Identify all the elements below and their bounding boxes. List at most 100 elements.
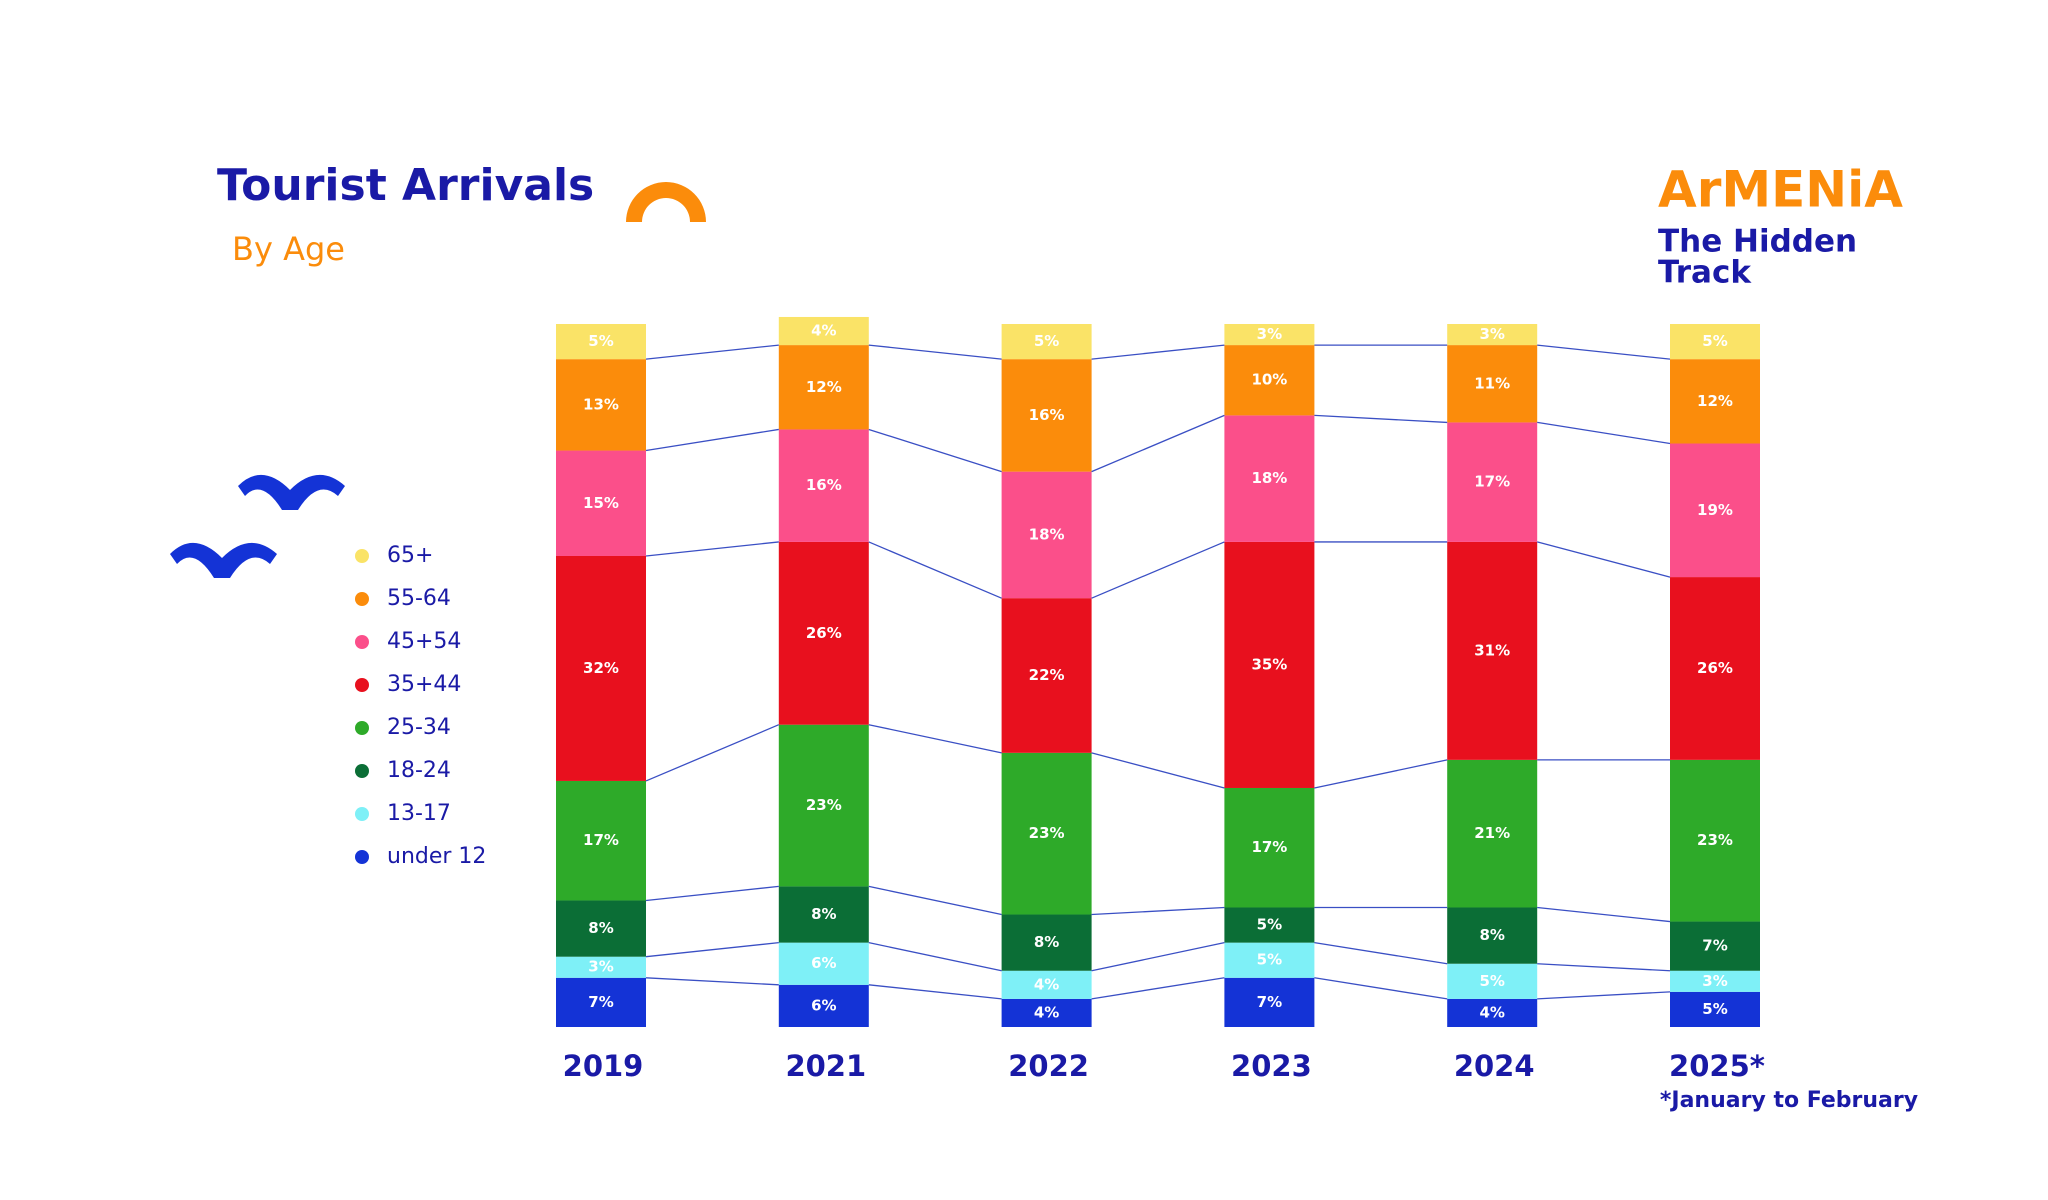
connector-line bbox=[1537, 541, 1671, 578]
connector-line bbox=[868, 984, 1002, 1000]
bar-segment bbox=[1447, 907, 1538, 964]
value-label: 4% bbox=[1034, 975, 1059, 993]
bar-segment bbox=[1001, 359, 1092, 472]
value-label: 8% bbox=[1479, 926, 1504, 944]
bar-segment bbox=[1670, 991, 1760, 1027]
legend-marker bbox=[355, 850, 369, 864]
x-tick-label: 2024 bbox=[1454, 1049, 1535, 1083]
decoration-bird bbox=[170, 542, 277, 578]
connector-line bbox=[1091, 344, 1225, 360]
chart-title: Tourist Arrivals bbox=[217, 160, 594, 211]
value-label: 7% bbox=[1257, 993, 1282, 1011]
bar-segment bbox=[1224, 324, 1315, 346]
value-label: 12% bbox=[806, 378, 842, 396]
connector-line bbox=[645, 941, 779, 958]
connector-line bbox=[868, 724, 1002, 754]
value-label: 23% bbox=[1029, 824, 1065, 842]
bar-segment bbox=[1224, 907, 1315, 943]
x-tick-label: 2022 bbox=[1008, 1049, 1089, 1083]
legend-marker bbox=[355, 721, 369, 735]
connector-line bbox=[868, 344, 1002, 360]
connector-line bbox=[1091, 906, 1225, 916]
legend-label: 25-34 bbox=[387, 715, 451, 740]
value-label: 5% bbox=[1702, 1000, 1727, 1018]
bar-segment bbox=[1001, 970, 1092, 999]
legend-label: 45+54 bbox=[387, 629, 461, 654]
bar-segment bbox=[556, 956, 646, 978]
connector-line bbox=[868, 885, 1002, 916]
bar-segment bbox=[1001, 914, 1092, 971]
value-label: 4% bbox=[1479, 1003, 1504, 1021]
bar-segment bbox=[1224, 541, 1315, 788]
connector-line bbox=[1314, 941, 1448, 965]
x-tick-label: 2025* bbox=[1669, 1049, 1765, 1083]
bar-segment bbox=[556, 450, 646, 556]
chart-subtitle: By Age bbox=[232, 230, 345, 268]
bar-segment bbox=[556, 900, 646, 957]
bar-segment bbox=[1447, 345, 1538, 423]
decoration-arc bbox=[626, 182, 706, 222]
value-label: 26% bbox=[806, 624, 842, 642]
legend-marker bbox=[355, 592, 369, 606]
connector-line bbox=[868, 428, 1002, 473]
value-label: 8% bbox=[811, 905, 836, 923]
value-label: 21% bbox=[1474, 824, 1510, 842]
value-label: 19% bbox=[1697, 501, 1733, 519]
bar-segment bbox=[1670, 970, 1760, 992]
connector-line bbox=[1091, 942, 1225, 972]
value-label: 7% bbox=[1702, 937, 1727, 955]
connector-line bbox=[1537, 991, 1671, 1000]
bar-segment bbox=[1670, 577, 1760, 760]
connector-line bbox=[645, 977, 779, 986]
legend-marker bbox=[355, 807, 369, 821]
x-tick-label: 2019 bbox=[563, 1049, 644, 1083]
connector-line bbox=[1091, 977, 1225, 1000]
value-label: 31% bbox=[1474, 641, 1510, 659]
value-label: 5% bbox=[1257, 916, 1282, 934]
value-label: 6% bbox=[811, 996, 836, 1014]
value-label: 23% bbox=[806, 796, 842, 814]
bar-segment bbox=[778, 724, 869, 887]
value-label: 4% bbox=[811, 322, 836, 340]
value-label: 18% bbox=[1029, 525, 1065, 543]
value-label: 3% bbox=[1479, 325, 1504, 343]
connector-line bbox=[1314, 977, 1448, 1000]
connector-line bbox=[1537, 963, 1671, 972]
value-label: 16% bbox=[1029, 406, 1065, 424]
bar-segment bbox=[1224, 415, 1315, 542]
value-label: 7% bbox=[588, 993, 613, 1011]
x-tick-label: 2021 bbox=[785, 1049, 866, 1083]
value-label: 32% bbox=[583, 659, 619, 677]
legend-marker bbox=[355, 678, 369, 692]
connector-line bbox=[645, 428, 779, 452]
connector-line bbox=[1091, 541, 1225, 599]
value-label: 5% bbox=[588, 332, 613, 350]
bar-segment bbox=[1447, 963, 1538, 999]
connector-line bbox=[1537, 421, 1671, 445]
value-label: 3% bbox=[1257, 325, 1282, 343]
bar-segment bbox=[1224, 942, 1315, 978]
connector-line bbox=[1537, 906, 1671, 923]
connector-line bbox=[1537, 344, 1671, 360]
brand-tagline: The Hidden bbox=[1658, 224, 1857, 260]
value-label: 17% bbox=[583, 831, 619, 849]
value-label: 4% bbox=[1034, 1003, 1059, 1021]
connector-line bbox=[645, 541, 779, 557]
value-label: 12% bbox=[1697, 392, 1733, 410]
brand-tagline: Track bbox=[1658, 255, 1752, 291]
connector-line bbox=[645, 344, 779, 360]
value-label: 10% bbox=[1251, 371, 1287, 389]
brand-name: ArMENiA bbox=[1658, 161, 1903, 219]
connector-line bbox=[868, 541, 1002, 599]
connector-line bbox=[1091, 752, 1225, 789]
value-label: 3% bbox=[588, 958, 613, 976]
value-label: 3% bbox=[1702, 972, 1727, 990]
connector-line bbox=[1091, 414, 1225, 473]
bar-segment bbox=[1670, 359, 1760, 444]
bar-segment bbox=[1447, 324, 1538, 346]
value-label: 5% bbox=[1702, 332, 1727, 350]
value-label: 11% bbox=[1474, 374, 1510, 392]
bar-segment bbox=[556, 359, 646, 451]
decoration-bird bbox=[238, 474, 345, 510]
